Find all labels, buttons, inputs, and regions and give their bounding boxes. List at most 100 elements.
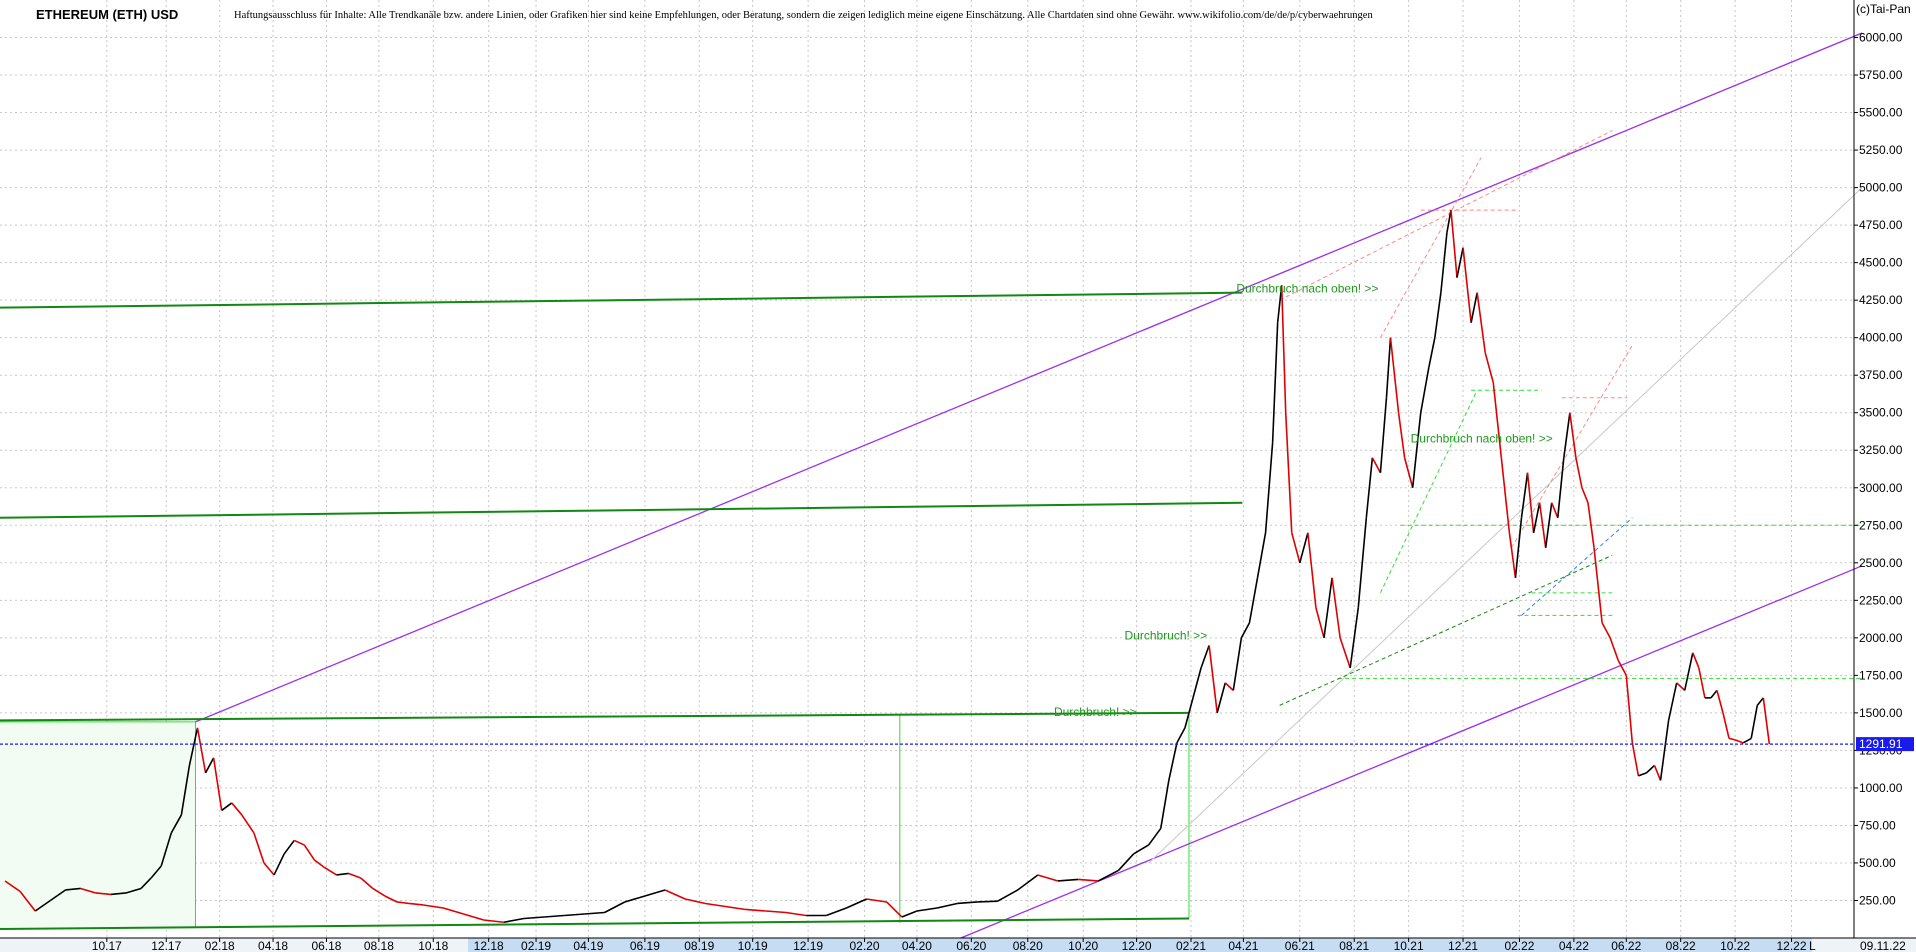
price-segment xyxy=(1276,285,1283,323)
price-segment xyxy=(1638,772,1647,777)
copyright-label: (c)Tai-Pan xyxy=(1856,2,1911,16)
y-tick-label: 3500.00 xyxy=(1859,406,1903,420)
price-segment xyxy=(1357,517,1368,608)
price-segment xyxy=(1078,878,1099,882)
price-segment xyxy=(463,913,484,921)
price-segment xyxy=(1315,607,1325,639)
price-segment xyxy=(231,802,243,816)
green-resistance-1450 xyxy=(0,711,1189,722)
price-segment xyxy=(1411,412,1422,488)
price-segment xyxy=(49,889,66,902)
price-segment xyxy=(664,889,686,900)
price-segment xyxy=(170,814,183,834)
price-segment xyxy=(324,866,337,876)
price-segment xyxy=(503,917,525,924)
price-segment xyxy=(1037,874,1059,882)
last-date-label: 09.11.22 xyxy=(1860,939,1906,952)
price-segment xyxy=(1389,337,1400,413)
price-segment xyxy=(1208,645,1218,713)
x-tick-label: 02.21 xyxy=(1176,939,1206,952)
price-segment xyxy=(1550,502,1559,519)
x-tick-label: 12.19 xyxy=(793,939,823,952)
y-tick-label: 500.00 xyxy=(1859,856,1896,870)
price-segment xyxy=(916,907,938,912)
price-segment xyxy=(544,914,565,918)
price-segment xyxy=(1556,457,1565,518)
price-segment xyxy=(725,905,746,911)
price-segment xyxy=(1117,853,1135,872)
y-tick-label: 4500.00 xyxy=(1859,256,1903,270)
y-tick-label: 1750.00 xyxy=(1859,668,1903,682)
price-segment xyxy=(584,911,605,915)
x-tick-label: 08.21 xyxy=(1339,939,1369,952)
price-segment xyxy=(1284,412,1293,533)
price-segment xyxy=(604,901,626,914)
price-segment xyxy=(705,902,726,908)
price-segment xyxy=(1526,472,1535,533)
price-segment xyxy=(483,919,504,924)
light-green-dashed-trend xyxy=(1379,389,1478,594)
breakout-annotation: Durchbruch! >> xyxy=(1124,628,1207,642)
price-segment xyxy=(293,839,305,846)
x-tick-label: 08.20 xyxy=(1013,939,1043,952)
x-tick-label: 12.17 xyxy=(151,939,181,952)
price-segment xyxy=(95,892,111,896)
y-tick-label: 2000.00 xyxy=(1859,631,1903,645)
x-tick-label: 10.22 xyxy=(1720,939,1750,952)
price-segment xyxy=(1456,247,1464,278)
price-segment xyxy=(1371,457,1382,474)
last-price-box xyxy=(1856,737,1914,752)
price-segment xyxy=(1653,765,1662,781)
price-segment xyxy=(1508,532,1517,578)
price-segment xyxy=(1307,532,1317,608)
price-segment xyxy=(212,757,223,811)
price-segment xyxy=(1434,292,1442,338)
price-segment xyxy=(1470,292,1478,323)
price-segment xyxy=(409,902,424,906)
price-segment xyxy=(1716,690,1724,714)
y-tick-label: 5500.00 xyxy=(1859,106,1903,120)
price-segment xyxy=(180,765,191,816)
trend-lines xyxy=(0,32,1863,941)
breakout-annotation: Durchbruch nach oben! >> xyxy=(1236,282,1378,296)
price-segment xyxy=(1722,712,1730,739)
price-segment xyxy=(1097,869,1119,882)
y-tick-label: 6000.00 xyxy=(1859,31,1903,45)
price-segment xyxy=(684,898,706,905)
price-segment xyxy=(997,889,1019,902)
price-segment xyxy=(1200,645,1210,669)
price-segment xyxy=(1609,637,1619,661)
price-segment xyxy=(1563,412,1571,458)
y-tick-label: 2500.00 xyxy=(1859,556,1903,570)
x-tick-label: 12.20 xyxy=(1122,939,1152,952)
price-segment xyxy=(1168,742,1178,781)
price-segment xyxy=(348,872,362,879)
x-tick-label: 04.22 xyxy=(1559,939,1589,952)
price-segment xyxy=(273,853,285,876)
grey-diagonal xyxy=(1148,187,1863,864)
x-tick-label: 12.21 xyxy=(1448,939,1478,952)
price-segment xyxy=(1446,209,1452,233)
price-segment xyxy=(65,887,81,891)
price-segment xyxy=(745,908,766,912)
price-segment xyxy=(1159,780,1170,829)
x-tick-label: 02.22 xyxy=(1504,939,1534,952)
breakout-annotation: Durchbruch nach oben! >> xyxy=(1411,432,1553,446)
price-segment xyxy=(360,877,374,890)
y-tick-label: 1000.00 xyxy=(1859,781,1903,795)
price-segment xyxy=(886,901,903,918)
price-segment xyxy=(1240,622,1251,639)
price-segment xyxy=(1692,652,1700,669)
price-segment xyxy=(1385,337,1392,398)
y-tick-label: 2750.00 xyxy=(1859,518,1903,532)
green-resistance-4200 xyxy=(0,291,1243,309)
price-segment xyxy=(1450,210,1458,278)
price-segment xyxy=(1538,502,1547,548)
price-segment xyxy=(263,862,275,876)
green-support-bottom xyxy=(0,917,1189,930)
price-segment xyxy=(1057,878,1079,882)
price-segment xyxy=(1017,874,1039,891)
price-segment xyxy=(1323,577,1333,638)
